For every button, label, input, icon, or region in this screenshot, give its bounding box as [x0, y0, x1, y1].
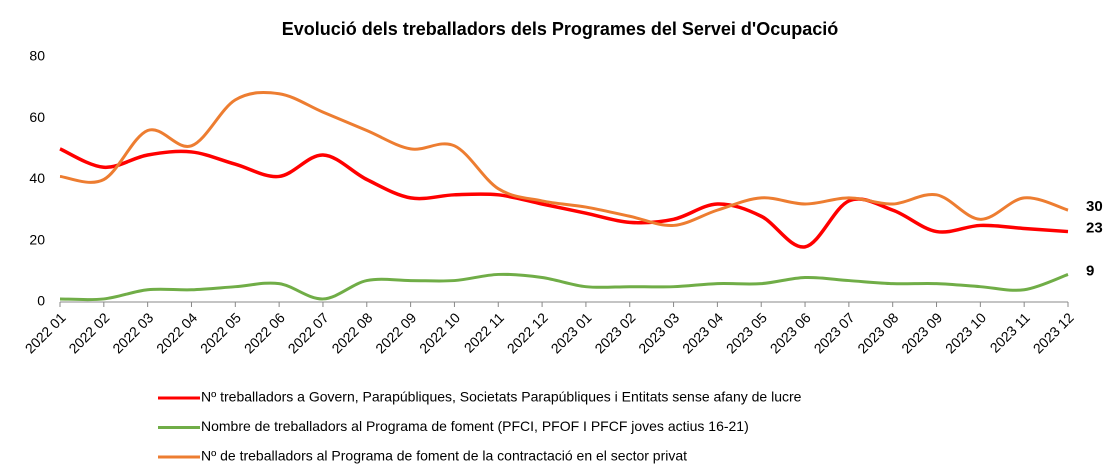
- x-tick-label: 2022 11: [461, 309, 508, 356]
- end-label: 23: [1086, 220, 1103, 237]
- x-tick-label: 2023 04: [679, 309, 726, 356]
- line-series: [59, 91, 1069, 227]
- line-series: [59, 147, 1069, 249]
- y-tick-label: 40: [29, 170, 45, 186]
- legend-label: Nº treballadors a Govern, Parapúbliques,…: [201, 389, 802, 405]
- x-tick-label: 2022 08: [328, 309, 375, 356]
- chart-title: Evolució dels treballadors dels Programe…: [282, 19, 838, 39]
- x-tick-label: 2023 12: [1030, 309, 1077, 356]
- x-tick-label: 2023 07: [811, 309, 858, 356]
- x-tick-label: 2023 02: [591, 309, 638, 356]
- x-tick-label: 2022 01: [22, 309, 69, 356]
- x-tick-label: 2022 05: [197, 309, 244, 356]
- y-tick-label: 20: [29, 231, 45, 247]
- x-tick-label: 2022 02: [65, 309, 112, 356]
- x-tick-label: 2023 05: [723, 309, 770, 356]
- legend-label: Nombre de treballadors al Programa de fo…: [201, 418, 749, 434]
- line-series: [59, 272, 1069, 302]
- x-tick-label: 2023 01: [548, 309, 595, 356]
- x-tick-label: 2022 09: [372, 309, 419, 356]
- x-tick-label: 2023 11: [987, 309, 1034, 356]
- x-tick-label: 2022 10: [416, 309, 463, 356]
- end-label: 9: [1086, 262, 1094, 279]
- x-tick-label: 2023 08: [854, 309, 901, 356]
- x-tick-label: 2023 09: [898, 309, 945, 356]
- legend-label: Nº de treballadors al Programa de foment…: [201, 448, 687, 464]
- x-tick-label: 2022 03: [109, 309, 156, 356]
- y-tick-label: 0: [37, 293, 45, 309]
- x-tick-label: 2023 10: [942, 309, 989, 356]
- x-tick-label: 2022 12: [504, 309, 551, 356]
- x-tick-label: 2023 03: [635, 309, 682, 356]
- y-tick-label: 60: [29, 109, 45, 125]
- end-label: 30: [1086, 198, 1103, 215]
- x-tick-label: 2023 06: [767, 309, 814, 356]
- x-tick-label: 2022 07: [285, 309, 332, 356]
- y-tick-label: 80: [29, 48, 45, 64]
- x-tick-label: 2022 06: [241, 309, 288, 356]
- x-tick-label: 2022 04: [153, 309, 200, 356]
